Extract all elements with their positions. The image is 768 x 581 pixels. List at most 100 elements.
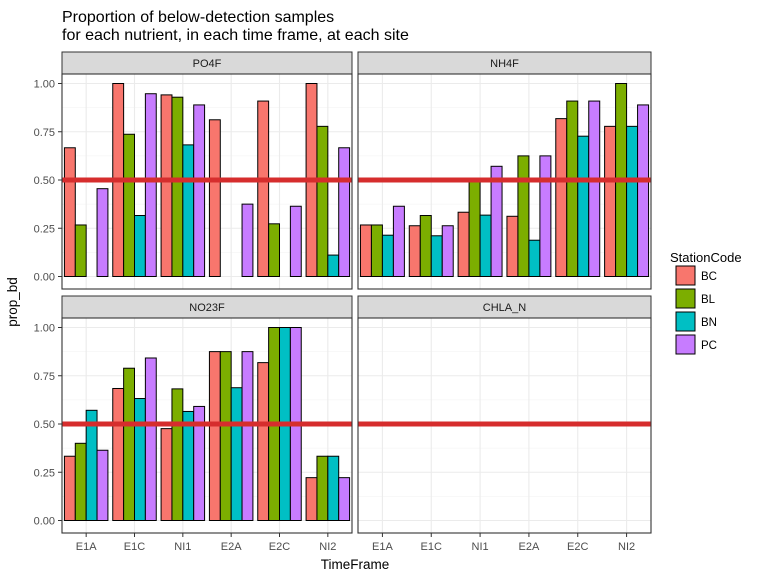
bar-bn-ni2	[327, 254, 340, 277]
x-tick-label: E2A	[221, 541, 242, 553]
bar-bc-ni1	[457, 211, 470, 277]
legend-item-pc: PC	[675, 334, 717, 355]
y-tick-label: 0.25	[34, 223, 55, 235]
legend-key	[675, 334, 696, 355]
bar-bl-ni2	[316, 125, 329, 278]
bar-bc-ni2	[305, 477, 318, 521]
bar-bc-e2a	[208, 351, 221, 521]
legend-key	[675, 265, 696, 286]
y-tick-label: 0.50	[34, 175, 55, 187]
bar-bc-ni1	[160, 428, 173, 521]
x-tick-label: NI1	[472, 541, 489, 553]
bar-bc-e2a	[506, 215, 519, 277]
facet-strip-label: PO4F	[193, 58, 222, 70]
chart-title-line-2: for each nutrient, in each time frame, a…	[62, 27, 409, 44]
x-tick-label: E1A	[76, 541, 97, 553]
y-tick-label: 0.75	[34, 127, 55, 139]
bar-bn-e1a	[381, 234, 394, 277]
panel-border	[357, 73, 652, 290]
bar-bc-e1a	[63, 147, 76, 277]
bar-bl-e1c	[123, 367, 135, 521]
facet-panels: PO4F 0.00 0.25 0.50 0.75 1.00 NH4F NO23F 0.00 0.2…	[34, 51, 652, 553]
bar-bc-e2c	[555, 118, 568, 277]
panel-border	[61, 73, 353, 290]
bar-pc-e2a	[241, 203, 254, 277]
bar-bn-ni1	[182, 144, 195, 277]
bar-pc-ni1	[490, 165, 503, 277]
legend-label: BC	[701, 271, 717, 283]
bar-pc-ni1	[193, 104, 206, 277]
bar-pc-e2a	[539, 155, 552, 277]
legend: StationCode BC BL BN PC	[670, 250, 742, 355]
bar-bl-e2a	[219, 351, 232, 521]
facet-strip-label: CHLA_N	[483, 302, 526, 314]
legend-key	[675, 311, 696, 332]
bar-bn-e2c	[577, 135, 590, 277]
bar-bc-e1a	[359, 224, 372, 277]
bar-pc-e2c	[289, 205, 302, 277]
facet-strip-label: NH4F	[490, 58, 519, 70]
bar-bl-e1a	[74, 442, 87, 521]
bar-bl-e1c	[123, 133, 135, 277]
bar-bn-ni2	[327, 455, 340, 521]
y-tick-label: 1.00	[34, 323, 55, 335]
x-tick-label: E2C	[567, 541, 588, 553]
bar-pc-ni1	[193, 405, 206, 522]
bar-bl-e1a	[370, 224, 383, 277]
bar-bl-e2c	[566, 100, 579, 277]
legend-label: BN	[701, 317, 717, 329]
x-tick-label: NI2	[618, 541, 635, 553]
facet-panel-po4f: PO4F 0.00 0.25 0.50 0.75 1.00	[34, 51, 353, 290]
bar-bn-e1a	[85, 409, 98, 521]
bar-bl-e1c	[419, 215, 432, 277]
bar-pc-e1a	[392, 205, 405, 277]
bar-bc-ni1	[160, 94, 173, 278]
legend-label: PC	[701, 340, 717, 352]
bar-bc-e1a	[63, 455, 76, 521]
bar-bc-e2c	[257, 362, 270, 521]
legend-item-bn: BN	[675, 311, 717, 332]
bar-bl-e2a	[517, 155, 530, 277]
y-tick-label: 0.25	[34, 467, 55, 479]
bar-bl-e1a	[74, 224, 87, 277]
bar-bl-ni2	[316, 455, 329, 521]
legend-title: StationCode	[670, 250, 742, 265]
bar-bc-ni2	[604, 125, 617, 278]
legend-label: BL	[701, 294, 716, 306]
x-tick-label: E2A	[519, 541, 540, 553]
legend-item-bc: BC	[675, 265, 717, 286]
facet-panel-nh4f: NH4F	[357, 51, 652, 290]
bar-bn-ni1	[182, 410, 195, 521]
bar-pc-ni2	[338, 147, 351, 277]
y-axis-title: prop_bd	[5, 277, 20, 327]
bar-pc-e2a	[241, 351, 254, 521]
bar-bc-e1c	[408, 225, 421, 277]
y-tick-label: 1.00	[34, 79, 55, 91]
y-tick-label: 0.00	[34, 272, 55, 284]
y-tick-label: 0.00	[34, 516, 55, 528]
bar-bl-ni1	[468, 179, 481, 277]
facet-panel-chla_n: CHLA_N E1A E1C NI1 E2A E2C NI2	[357, 295, 652, 553]
x-tick-label: E2C	[269, 541, 290, 553]
facet-strip-label: NO23F	[189, 302, 225, 314]
bar-bc-e1c	[112, 387, 125, 521]
facet-panel-no23f: NO23F 0.00 0.25 0.50 0.75 1.00 E1A E1C NI1 E2A E2C…	[34, 295, 353, 553]
legend-key	[675, 288, 696, 309]
bar-bn-e1c	[134, 398, 146, 521]
bar-pc-e1c	[144, 93, 157, 277]
y-tick-label: 0.50	[34, 419, 55, 431]
bar-bl-ni1	[171, 96, 184, 277]
bar-pc-e2c	[588, 100, 601, 277]
bar-bl-ni1	[171, 388, 184, 521]
bar-bn-e2a	[528, 239, 541, 278]
x-tick-label: E1C	[124, 541, 145, 553]
bar-bn-e1c	[430, 235, 443, 277]
y-tick-label: 0.75	[34, 371, 55, 383]
x-tick-label: NI1	[174, 541, 191, 553]
x-axis-title: TimeFrame	[321, 557, 390, 572]
x-tick-label: E1C	[421, 541, 442, 553]
x-tick-label: E1A	[372, 541, 393, 553]
bar-pc-e1c	[441, 225, 454, 277]
bar-bc-e2c	[257, 100, 270, 277]
